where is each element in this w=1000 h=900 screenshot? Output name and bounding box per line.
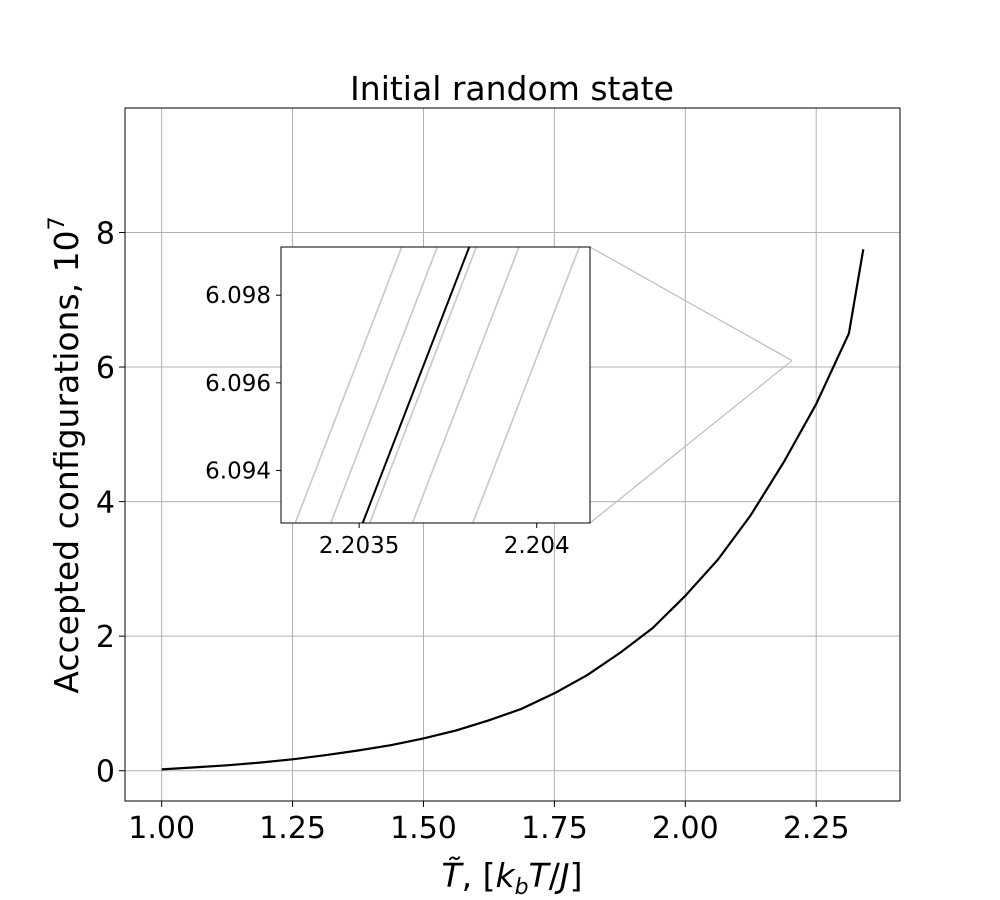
inset-y-tick-label: 6.094 <box>205 458 271 484</box>
y-tick-label: 6 <box>96 351 115 386</box>
inset-x-tick-label: 2.204 <box>504 533 570 559</box>
inset-lines <box>294 247 581 523</box>
zoom-connector-line <box>589 246 793 362</box>
inset-series-line <box>361 247 471 523</box>
y-tick-label: 2 <box>96 620 115 655</box>
main-ticks: 1.00 1.25 1.50 1.75 2.00 2.25 0 2 4 6 8 <box>96 216 850 846</box>
inset-plot: 2.2035 2.204 6.094 6.096 6.098 <box>205 246 591 559</box>
x-tick-label: 1.50 <box>390 811 457 846</box>
x-tick-label: 2.25 <box>783 811 850 846</box>
y-tick-label: 0 <box>96 755 115 790</box>
series-line <box>161 249 865 771</box>
inset-gridline <box>472 247 581 523</box>
x-tick-label: 1.25 <box>259 811 326 846</box>
main-series <box>161 249 865 771</box>
inset-gridline <box>294 247 403 523</box>
x-axis-label: T̃, [kbT/J] <box>441 856 582 900</box>
inset-background <box>281 247 590 523</box>
inset-gridline <box>369 247 478 523</box>
y-tick-label: 4 <box>96 486 115 521</box>
y-axis-label-exponent: 7 <box>45 216 70 230</box>
zoom-connector-line <box>589 360 793 524</box>
inset-y-tick-label: 6.098 <box>205 283 271 309</box>
inset-gridline <box>329 247 439 523</box>
chart-title: Initial random state <box>350 69 674 108</box>
x-tick-label: 1.75 <box>521 811 588 846</box>
inset-gridline <box>411 247 520 523</box>
y-tick-label: 8 <box>96 216 115 251</box>
y-axis-label: Accepted configurations, 107 <box>45 216 86 693</box>
y-axis-label-text: Accepted configurations, 10 <box>47 230 86 693</box>
inset-y-tick-label: 6.096 <box>205 371 271 397</box>
x-tick-label: 1.00 <box>128 811 195 846</box>
inset-ticks: 2.2035 2.204 6.094 6.096 6.098 <box>205 283 570 559</box>
inset-x-tick-label: 2.2035 <box>319 533 399 559</box>
inset-frame <box>280 246 591 524</box>
x-tick-label: 2.00 <box>652 811 719 846</box>
zoom-connectors <box>589 246 793 524</box>
plot-frame <box>124 107 901 802</box>
